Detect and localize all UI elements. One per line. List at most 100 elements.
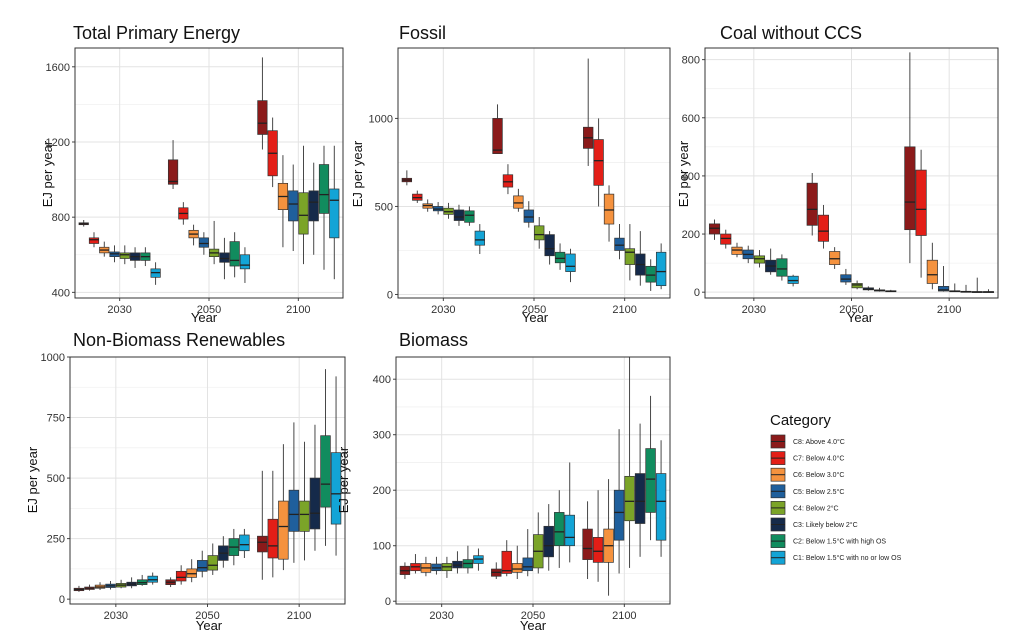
box-body (513, 195, 524, 209)
box-c8-2100 (583, 58, 594, 166)
box-body (613, 489, 625, 541)
legend: Category C8: Above 4.0°C C7: Below 4.0°C C… (770, 412, 902, 565)
box-c2-2100 (645, 395, 656, 541)
legend-item-c7: C7: Below 4.0°C (770, 451, 844, 465)
box-c2-2100 (320, 369, 331, 546)
box-body (267, 518, 279, 559)
box-c2-2050 (554, 490, 565, 568)
box-c5-2050 (197, 550, 208, 578)
y-tick-label: 0 (694, 287, 700, 299)
chart-title: Total Primary Energy (73, 23, 240, 43)
box-c1-2050 (565, 248, 576, 283)
x-tick-label: 2100 (937, 304, 961, 316)
box-c5-2030 (742, 245, 754, 264)
box-body (309, 477, 321, 530)
box-c8-2030 (78, 219, 89, 227)
chart-panel-total-primary-energy: Total Primary Energy EJ per year Year 40… (40, 23, 344, 325)
box-c2-2050 (874, 287, 886, 292)
box-c4-2030 (753, 250, 766, 268)
box-c6-2100 (277, 155, 289, 248)
box-body (645, 448, 656, 513)
box-c3-2030 (126, 577, 137, 589)
box-c8-2050 (491, 562, 502, 580)
box-body (708, 223, 721, 235)
box-c6-2030 (420, 556, 432, 577)
box-body (288, 190, 299, 222)
box-body (624, 248, 636, 265)
box-body (603, 193, 615, 225)
legend-item-c4: C4: Below 2°C (770, 501, 839, 515)
x-tick-label: 2100 (286, 304, 310, 316)
box-c6-2030 (731, 242, 743, 258)
box-body (851, 283, 863, 289)
box-body (840, 274, 852, 283)
box-c3-2030 (129, 247, 141, 268)
x-tick-label: 2030 (742, 304, 766, 316)
box-c1-2050 (885, 289, 897, 293)
x-tick-label: 2050 (197, 304, 221, 316)
box-body (464, 210, 475, 223)
x-tick-label: 2050 (521, 610, 545, 622)
chart-panel-biomass: Biomass EJ per year Year 0 100 200 300 400 20… (336, 330, 671, 633)
box-c8-2050 (167, 140, 179, 189)
box-body (624, 475, 635, 522)
box-body (614, 237, 625, 251)
x-tick-label: 2030 (429, 610, 453, 622)
box-body (554, 512, 565, 547)
box-c7-2030 (410, 554, 421, 574)
box-c6-2050 (829, 247, 841, 269)
box-c2-2030 (462, 545, 474, 574)
box-body (565, 253, 576, 272)
box-c7-2050 (817, 204, 829, 249)
box-c1-2030 (473, 548, 484, 571)
box-c4-2030 (119, 245, 130, 265)
box-body (655, 251, 667, 287)
box-body (257, 100, 268, 135)
y-tick-label: 1000 (41, 352, 65, 364)
box-c7-2030 (720, 229, 732, 249)
box-c3-2100 (634, 423, 646, 557)
x-axis-label: Year (191, 310, 218, 325)
x-axis-label: Year (522, 310, 549, 325)
y-tick-label: 200 (682, 229, 700, 241)
chart-title: Coal without CCS (720, 23, 862, 43)
box-c2-2030 (776, 254, 788, 281)
box-c6-2050 (512, 545, 523, 580)
legend-label: C5: Below 2.5°C (793, 488, 844, 496)
box-c4-2030 (443, 202, 454, 219)
box-c5-2100 (613, 429, 625, 574)
box-c3-2100 (308, 162, 319, 255)
box-body (175, 570, 187, 582)
box-c3-2050 (862, 286, 874, 291)
box-body (655, 473, 667, 541)
box-body (904, 146, 916, 231)
box-c4-2050 (207, 543, 218, 575)
box-body (554, 251, 566, 264)
box-c1-2100 (655, 440, 667, 557)
x-tick-label: 2050 (522, 304, 546, 316)
legend-label: C8: Above 4.0°C (793, 438, 845, 446)
plot-border (69, 356, 346, 605)
box-c5-2050 (840, 268, 852, 285)
box-c7-2050 (175, 565, 187, 585)
box-body (288, 489, 300, 532)
box-c8-2100 (257, 470, 268, 580)
legend-label: C7: Below 4.0°C (793, 455, 844, 463)
box-c7-2100 (915, 149, 927, 278)
box-body (915, 169, 927, 236)
legend-item-c5: C5: Below 2.5°C (770, 484, 844, 499)
box-c4-2050 (533, 512, 544, 574)
x-axis-label: Year (520, 618, 547, 633)
box-body (299, 500, 310, 532)
box-c3-2030 (452, 551, 463, 574)
y-tick-label: 0 (387, 289, 393, 301)
box-c5-2030 (109, 245, 120, 263)
box-c2-2050 (554, 243, 566, 270)
box-body (564, 514, 575, 547)
chart-title: Non-Biomass Renewables (73, 330, 285, 350)
box-c7-2030 (88, 232, 100, 248)
box-c2-2100 (645, 259, 656, 291)
legend-title: Category (770, 412, 831, 429)
box-c8-2030 (399, 562, 411, 580)
box-body (731, 246, 743, 255)
